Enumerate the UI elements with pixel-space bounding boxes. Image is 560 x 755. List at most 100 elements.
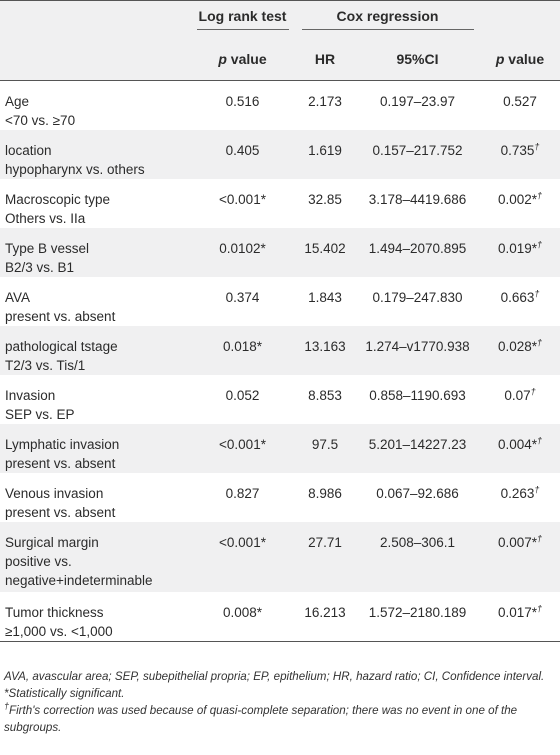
hazard-ratio: 32.85 <box>308 192 342 207</box>
table-notes: AVA, avascular area; SEP, subepithelial … <box>4 668 556 736</box>
variable-comparison: Others vs. IIa <box>5 211 86 226</box>
header-lr-p-value: p value <box>190 37 295 81</box>
log-rank-p-value: <0.001* <box>219 192 266 207</box>
cox-p-value: 0.263† <box>480 473 560 522</box>
header-cox-p-value: p value <box>480 37 560 81</box>
hazard-ratio: 13.163 <box>304 339 346 354</box>
variable-comparison: B2/3 vs. B1 <box>5 260 75 275</box>
confidence-interval: 5.201–14227.23 <box>368 437 467 452</box>
row-label: Tumor thickness ≥1,000 vs. <1,000 <box>0 592 190 642</box>
hazard-ratio: 1.619 <box>308 143 342 158</box>
variable-comparison: T2/3 vs. Tis/1 <box>5 358 86 373</box>
log-rank-p-value: 0.405 <box>225 143 260 158</box>
hazard-ratio: 2.173 <box>308 94 342 109</box>
log-rank-p-value: <0.001* <box>219 437 266 452</box>
header-log-rank: Log rank test <box>190 0 295 37</box>
variable-comparison: present vs. absent <box>5 309 116 324</box>
dagger-mark: † <box>530 386 536 397</box>
cox-p-value: 0.07† <box>480 375 560 424</box>
table-row: Invasion SEP vs. EP 0.052 8.853 0.858–1190.6… <box>0 375 560 424</box>
confidence-interval: 1.572–2180.189 <box>355 592 480 642</box>
table-row: pathological tstage T2/3 vs. Tis/1 0.018* 1… <box>0 326 560 375</box>
cox-p-value-text: 0.527 <box>503 94 537 109</box>
variable-name: Macroscopic type <box>5 192 111 207</box>
row-label: Surgical margin positive vs. negative+inde… <box>0 522 190 592</box>
log-rank-p-value: 0.008* <box>190 592 295 642</box>
dagger-mark: † <box>537 337 543 348</box>
header-hr: HR <box>295 37 355 81</box>
cox-p-value-text: 0.028* <box>497 339 538 354</box>
log-rank-p-value: 0.827 <box>225 486 260 501</box>
log-rank-p-value: 0.0102* <box>219 241 266 256</box>
hazard-ratio: 15.402 <box>304 241 346 256</box>
header-empty-2 <box>480 0 560 37</box>
hazard-ratio: 27.71 <box>308 535 342 550</box>
cox-p-value-text: 0.017* <box>497 605 538 620</box>
cox-p-value-text: 0.019* <box>497 241 538 256</box>
row-label: Macroscopic type Others vs. IIa <box>0 179 190 228</box>
row-label: AVA present vs. absent <box>0 277 190 326</box>
dagger-mark: † <box>534 141 540 152</box>
cox-p-value-text: 0.07 <box>504 388 531 403</box>
note-significance: *Statistically significant. <box>4 687 125 700</box>
confidence-interval: 0.197–23.97 <box>379 94 456 109</box>
dagger-mark: † <box>537 435 543 446</box>
cox-p-value: 0.007*† <box>480 522 560 592</box>
cox-p-value: 0.002*† <box>480 179 560 228</box>
variable-comparison: ≥1,000 vs. <1,000 <box>5 624 113 639</box>
cox-p-value: 0.004*† <box>480 424 560 473</box>
table-row: Tumor thickness ≥1,000 vs. <1,000 0.008* 16… <box>0 592 560 642</box>
dagger-mark: † <box>534 484 540 495</box>
table-row: Type B vessel B2/3 vs. B1 0.0102* 15.402 1.4… <box>0 228 560 277</box>
confidence-interval: 0.179–247.830 <box>372 290 463 305</box>
variable-name: location <box>5 143 52 158</box>
row-label: Invasion SEP vs. EP <box>0 375 190 424</box>
variable-name: Type B vessel <box>5 241 90 256</box>
row-label: Age <70 vs. ≥70 <box>0 81 190 131</box>
log-rank-p-value: <0.001* <box>219 535 266 550</box>
dagger-mark: † <box>537 603 543 614</box>
table-row: Age <70 vs. ≥70 0.516 2.173 0.197–23.97 0.527 <box>0 81 560 131</box>
row-label: Venous invasion present vs. absent <box>0 473 190 522</box>
cox-p-value: 0.735† <box>480 130 560 179</box>
log-rank-p-value: 0.374 <box>225 290 260 305</box>
table-body: Age <70 vs. ≥70 0.516 2.173 0.197–23.97 0.527… <box>0 81 560 642</box>
confidence-interval: 2.508–306.1 <box>379 535 456 550</box>
hazard-ratio: 97.5 <box>311 437 339 452</box>
variable-name: pathological tstage <box>5 339 118 354</box>
table-row: Macroscopic type Others vs. IIa <0.001* 32.… <box>0 179 560 228</box>
cox-p-value: 0.663† <box>480 277 560 326</box>
variable-name: Venous invasion <box>5 486 104 501</box>
table-row: Surgical margin positive vs. negative+inde… <box>0 522 560 592</box>
table-row: location hypopharynx vs. others 0.405 1.619… <box>0 130 560 179</box>
variable-comparison: <70 vs. ≥70 <box>5 113 76 128</box>
variable-comparison-cont: negative+indeterminable <box>5 573 153 588</box>
confidence-interval: 0.157–217.752 <box>372 143 463 158</box>
hazard-ratio: 1.843 <box>308 290 342 305</box>
variable-name: Surgical margin <box>5 535 99 550</box>
cox-p-value: 0.028*† <box>480 326 560 375</box>
confidence-interval: 0.858–1190.693 <box>369 388 466 403</box>
log-rank-p-value: 0.516 <box>225 94 260 109</box>
dagger-mark: † <box>537 239 543 250</box>
note-abbreviations: AVA, avascular area; SEP, subepithelial … <box>4 670 545 683</box>
header-variable <box>0 37 190 81</box>
variable-name: Invasion <box>5 388 56 403</box>
confidence-interval: 1.494–2070.895 <box>368 241 467 256</box>
table-row: AVA present vs. absent 0.374 1.843 0.179–247… <box>0 277 560 326</box>
log-rank-p-value: 0.052 <box>225 388 260 403</box>
variable-comparison: present vs. absent <box>5 456 116 471</box>
cox-p-value-text: 0.263 <box>500 486 535 501</box>
cox-p-value-text: 0.004* <box>497 437 538 452</box>
dagger-mark: † <box>534 288 540 299</box>
variable-name: AVA <box>5 290 31 305</box>
header-ci: 95%CI <box>355 37 480 81</box>
cox-p-value-text: 0.002* <box>497 192 538 207</box>
cox-p-value-text: 0.007* <box>497 535 538 550</box>
row-label: Type B vessel B2/3 vs. B1 <box>0 228 190 277</box>
variable-name: Age <box>5 94 30 109</box>
confidence-interval: 3.178–4419.686 <box>368 192 467 207</box>
cox-p-value: 0.019*† <box>480 228 560 277</box>
row-label: Lymphatic invasion present vs. absent <box>0 424 190 473</box>
header-cox: Cox regression <box>295 0 480 37</box>
